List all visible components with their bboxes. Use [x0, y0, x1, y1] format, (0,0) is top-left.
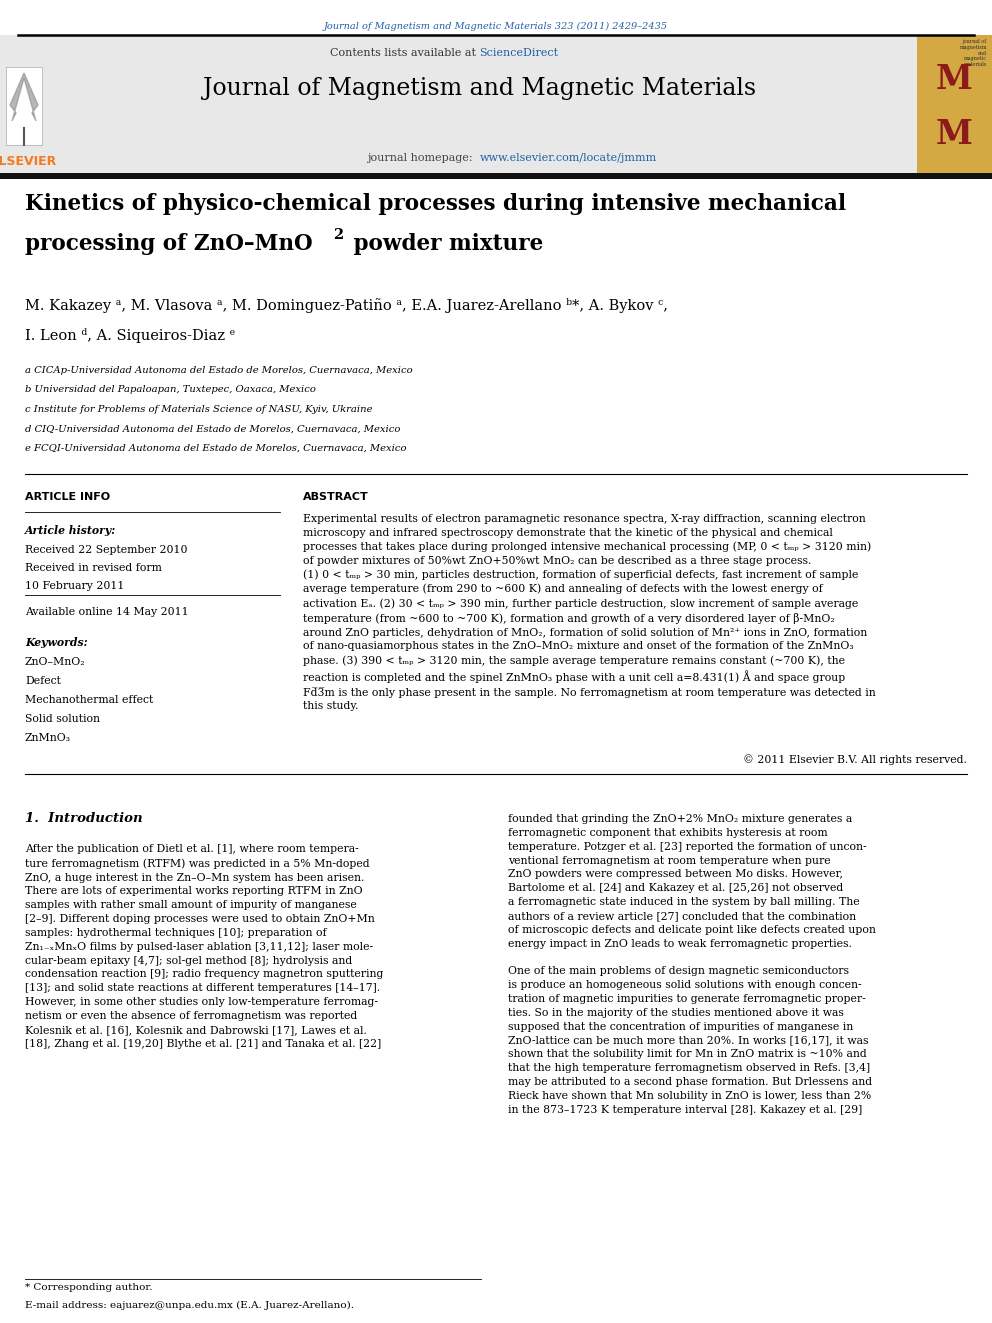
Text: Journal of Magnetism and Magnetic Materials 323 (2011) 2429–2435: Journal of Magnetism and Magnetic Materi…	[324, 22, 668, 32]
Text: Available online 14 May 2011: Available online 14 May 2011	[25, 607, 188, 617]
Text: journal of
magnetism
and
magnetic
materials: journal of magnetism and magnetic materi…	[959, 38, 987, 67]
Text: Experimental results of electron paramagnetic resonance spectra, X-ray diffracti: Experimental results of electron paramag…	[303, 515, 876, 712]
Text: M: M	[936, 62, 973, 95]
Text: Keywords:: Keywords:	[25, 636, 87, 648]
Text: Defect: Defect	[25, 676, 61, 687]
Bar	[0, 173, 992, 179]
Text: c Institute for Problems of Materials Science of NASU, Kyiv, Ukraine: c Institute for Problems of Materials Sc…	[25, 405, 373, 414]
Text: ELSEVIER: ELSEVIER	[0, 155, 58, 168]
Text: Received in revised form: Received in revised form	[25, 564, 162, 573]
Text: ARTICLE INFO: ARTICLE INFO	[25, 492, 110, 501]
Text: Article history:: Article history:	[25, 525, 116, 536]
Text: journal homepage:: journal homepage:	[367, 153, 479, 163]
Text: Contents lists available at: Contents lists available at	[330, 48, 479, 58]
Text: © 2011 Elsevier B.V. All rights reserved.: © 2011 Elsevier B.V. All rights reserved…	[743, 754, 967, 765]
Text: www.elsevier.com/locate/jmmm: www.elsevier.com/locate/jmmm	[479, 153, 657, 163]
Text: ZnMnO₃: ZnMnO₃	[25, 733, 71, 744]
Bar	[0, 34, 992, 173]
Polygon shape	[10, 73, 38, 120]
Text: ScienceDirect: ScienceDirect	[479, 48, 558, 58]
Text: Solid solution: Solid solution	[25, 714, 100, 724]
Text: 10 February 2011: 10 February 2011	[25, 581, 124, 591]
Text: Mechanothermal effect: Mechanothermal effect	[25, 695, 153, 705]
Bar	[6, 67, 42, 146]
Text: After the publication of Dietl et al. [1], where room tempera-
ture ferromagneti: After the publication of Dietl et al. [1…	[25, 844, 383, 1049]
Text: ABSTRACT: ABSTRACT	[303, 492, 369, 501]
Text: 1.  Introduction: 1. Introduction	[25, 812, 143, 826]
Text: powder mixture: powder mixture	[346, 233, 544, 255]
Text: * Corresponding author.: * Corresponding author.	[25, 1283, 153, 1293]
Text: d CIQ-Universidad Autonoma del Estado de Morelos, Cuernavaca, Mexico: d CIQ-Universidad Autonoma del Estado de…	[25, 425, 401, 434]
Text: Received 22 September 2010: Received 22 September 2010	[25, 545, 187, 556]
Bar	[917, 34, 992, 173]
Text: Kinetics of physico-chemical processes during intensive mechanical: Kinetics of physico-chemical processes d…	[25, 193, 846, 216]
Text: I. Leon ᵈ, A. Siqueiros-Diaz ᵉ: I. Leon ᵈ, A. Siqueiros-Diaz ᵉ	[25, 328, 235, 343]
Text: 2: 2	[333, 228, 343, 242]
Text: founded that grinding the ZnO+2% MnO₂ mixture generates a
ferromagnetic componen: founded that grinding the ZnO+2% MnO₂ mi…	[508, 814, 876, 1115]
Text: Journal of Magnetism and Magnetic Materials: Journal of Magnetism and Magnetic Materi…	[203, 77, 756, 101]
Text: M. Kakazey ᵃ, M. Vlasova ᵃ, M. Dominguez-Patiño ᵃ, E.A. Juarez-Arellano ᵇ*, A. B: M. Kakazey ᵃ, M. Vlasova ᵃ, M. Dominguez…	[25, 298, 668, 314]
Text: E-mail address: eajuarez@unpa.edu.mx (E.A. Juarez-Arellano).: E-mail address: eajuarez@unpa.edu.mx (E.…	[25, 1301, 354, 1310]
Text: ZnO–MnO₂: ZnO–MnO₂	[25, 658, 85, 667]
Text: processing of ZnO–MnO: processing of ZnO–MnO	[25, 233, 312, 255]
Text: b Universidad del Papaloapan, Tuxtepec, Oaxaca, Mexico: b Universidad del Papaloapan, Tuxtepec, …	[25, 385, 315, 394]
Text: M: M	[936, 118, 973, 151]
Text: e FCQI-Universidad Autonoma del Estado de Morelos, Cuernavaca, Mexico: e FCQI-Universidad Autonoma del Estado d…	[25, 445, 407, 452]
Text: a CICAp-Universidad Autonoma del Estado de Morelos, Cuernavaca, Mexico: a CICAp-Universidad Autonoma del Estado …	[25, 366, 413, 374]
